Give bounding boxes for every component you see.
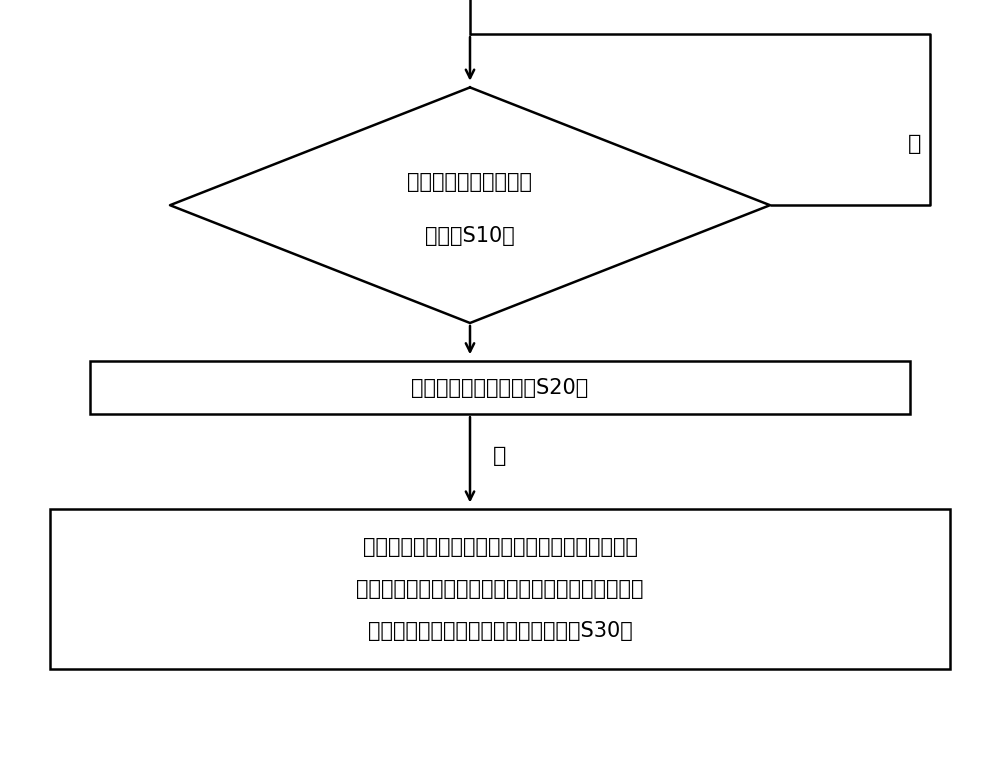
Text: 是: 是: [493, 446, 507, 466]
Bar: [90, 361, 910, 414]
Text: 确定桨距角寻优范围（S20）: 确定桨距角寻优范围（S20）: [411, 378, 589, 397]
Text: 态？（S10）: 态？（S10）: [425, 226, 515, 245]
Bar: [50, 509, 950, 669]
Text: 否: 否: [908, 135, 922, 154]
Text: 定的桨距角寻优范围内的值，直至设置的目标桨距角: 定的桨距角寻优范围内的值，直至设置的目标桨距角: [356, 579, 644, 599]
Text: 使叶轮处于气动平衡状态时停止循环（S30）: 使叶轮处于气动平衡状态时停止循环（S30）: [368, 621, 632, 641]
Text: 循环依次将叶轮的多个叶片的目标桨距角设置为确: 循环依次将叶轮的多个叶片的目标桨距角设置为确: [362, 537, 638, 557]
Text: 叶轮处于气动不平衡状: 叶轮处于气动不平衡状: [408, 173, 532, 192]
